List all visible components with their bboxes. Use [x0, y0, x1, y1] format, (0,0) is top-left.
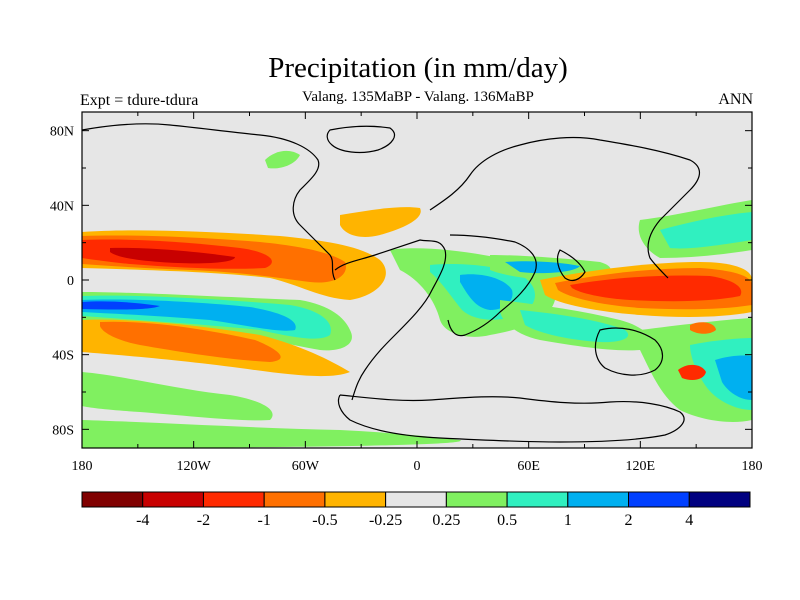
- anomaly-positive-tethys-core: [505, 261, 580, 274]
- chart-title: Precipitation (in mm/day): [268, 52, 568, 84]
- lon-tick-label: 120W: [177, 459, 212, 474]
- lat-tick-label: 0: [67, 274, 74, 289]
- colorbar-label: 0.25: [432, 512, 460, 529]
- colorbar-box: [385, 491, 447, 508]
- longitude-axis-bottom: 180 120W 60W 0 60E 120E 180: [72, 441, 763, 474]
- anomaly-negative-northpacific-core: [110, 247, 235, 264]
- anomaly-positive-atlantic-core: [460, 274, 513, 310]
- latitude-axis-left: 80N 40N 0 40S 80S: [50, 125, 89, 438]
- lon-tick-label: 60W: [292, 459, 320, 474]
- lon-tick-label: 60E: [517, 459, 540, 474]
- coastline-greenland: [326, 125, 395, 154]
- anomaly-negative-westpacific-red: [570, 275, 742, 302]
- lat-tick-label: 80N: [50, 125, 74, 140]
- chart-subtitle: Valang. 135MaBP - Valang. 136MaBP: [302, 89, 534, 105]
- coastline-eurasia: [429, 136, 700, 279]
- colorbar-label: 0.5: [497, 512, 517, 529]
- latitude-axis-right: [745, 130, 752, 430]
- colorbar-box: [263, 491, 326, 508]
- colorbar-label: -0.5: [312, 512, 337, 529]
- colorbar: -4 -2 -1 -0.5 -0.25 0.25 0.5 1 2 4: [81, 491, 751, 529]
- lat-tick-label: 80S: [52, 423, 74, 438]
- lat-tick-label: 40N: [50, 199, 74, 214]
- longitude-axis-top: [81, 112, 753, 119]
- colorbar-label: -1: [258, 512, 271, 529]
- lon-tick-label: 0: [414, 459, 421, 474]
- colorbar-label: -0.25: [369, 512, 402, 529]
- coastline-south-america: [334, 239, 447, 401]
- colorbar-label: -2: [197, 512, 210, 529]
- coastline-australia: [594, 327, 664, 376]
- colorbar-box: [142, 491, 204, 508]
- lat-tick-label: 40S: [52, 349, 74, 364]
- anomaly-negative-indian: [690, 322, 716, 334]
- colorbar-box: [202, 491, 265, 508]
- anomaly-positive-south-indian-east-core: [715, 355, 752, 400]
- colorbar-box: [628, 491, 690, 508]
- anomaly-positive-indian-inner: [520, 310, 629, 343]
- lon-tick-label: 180: [72, 459, 93, 474]
- colorbar-label: 2: [625, 512, 633, 529]
- experiment-label: Expt = tdure-tdura: [80, 92, 199, 109]
- colorbar-box: [506, 491, 569, 508]
- coastline-antarctica: [337, 394, 685, 443]
- colorbar-box: [688, 491, 751, 508]
- anomaly-negative-tasman: [678, 364, 706, 380]
- colorbar-label: 1: [564, 512, 572, 529]
- lon-tick-label: 180: [742, 459, 763, 474]
- coastline-india: [556, 249, 586, 282]
- anomaly-positive-westpacific-inner: [660, 212, 752, 249]
- colorbar-label: 4: [685, 512, 693, 529]
- colorbar-box: [324, 491, 387, 508]
- anomaly-positive-arctic: [265, 150, 300, 169]
- colorbar-box: [81, 491, 144, 508]
- map-field: [82, 112, 752, 448]
- colorbar-box: [567, 491, 630, 508]
- anomaly-positive-southern-ocean-2: [82, 420, 461, 448]
- coastline-africa: [447, 234, 537, 337]
- anomaly-positive-southern-ocean: [82, 372, 273, 421]
- season-label: ANN: [718, 91, 753, 108]
- anomaly-positive-southpacific-max: [82, 301, 160, 310]
- anomaly-negative-southpacific-orange: [100, 321, 281, 362]
- coastlines: [82, 123, 700, 443]
- anomaly-negative-northatlantic: [340, 207, 421, 237]
- lon-tick-label: 120E: [626, 459, 656, 474]
- coastline-north-america: [82, 123, 336, 281]
- colorbar-box: [445, 491, 508, 508]
- colorbar-label: -4: [136, 512, 149, 529]
